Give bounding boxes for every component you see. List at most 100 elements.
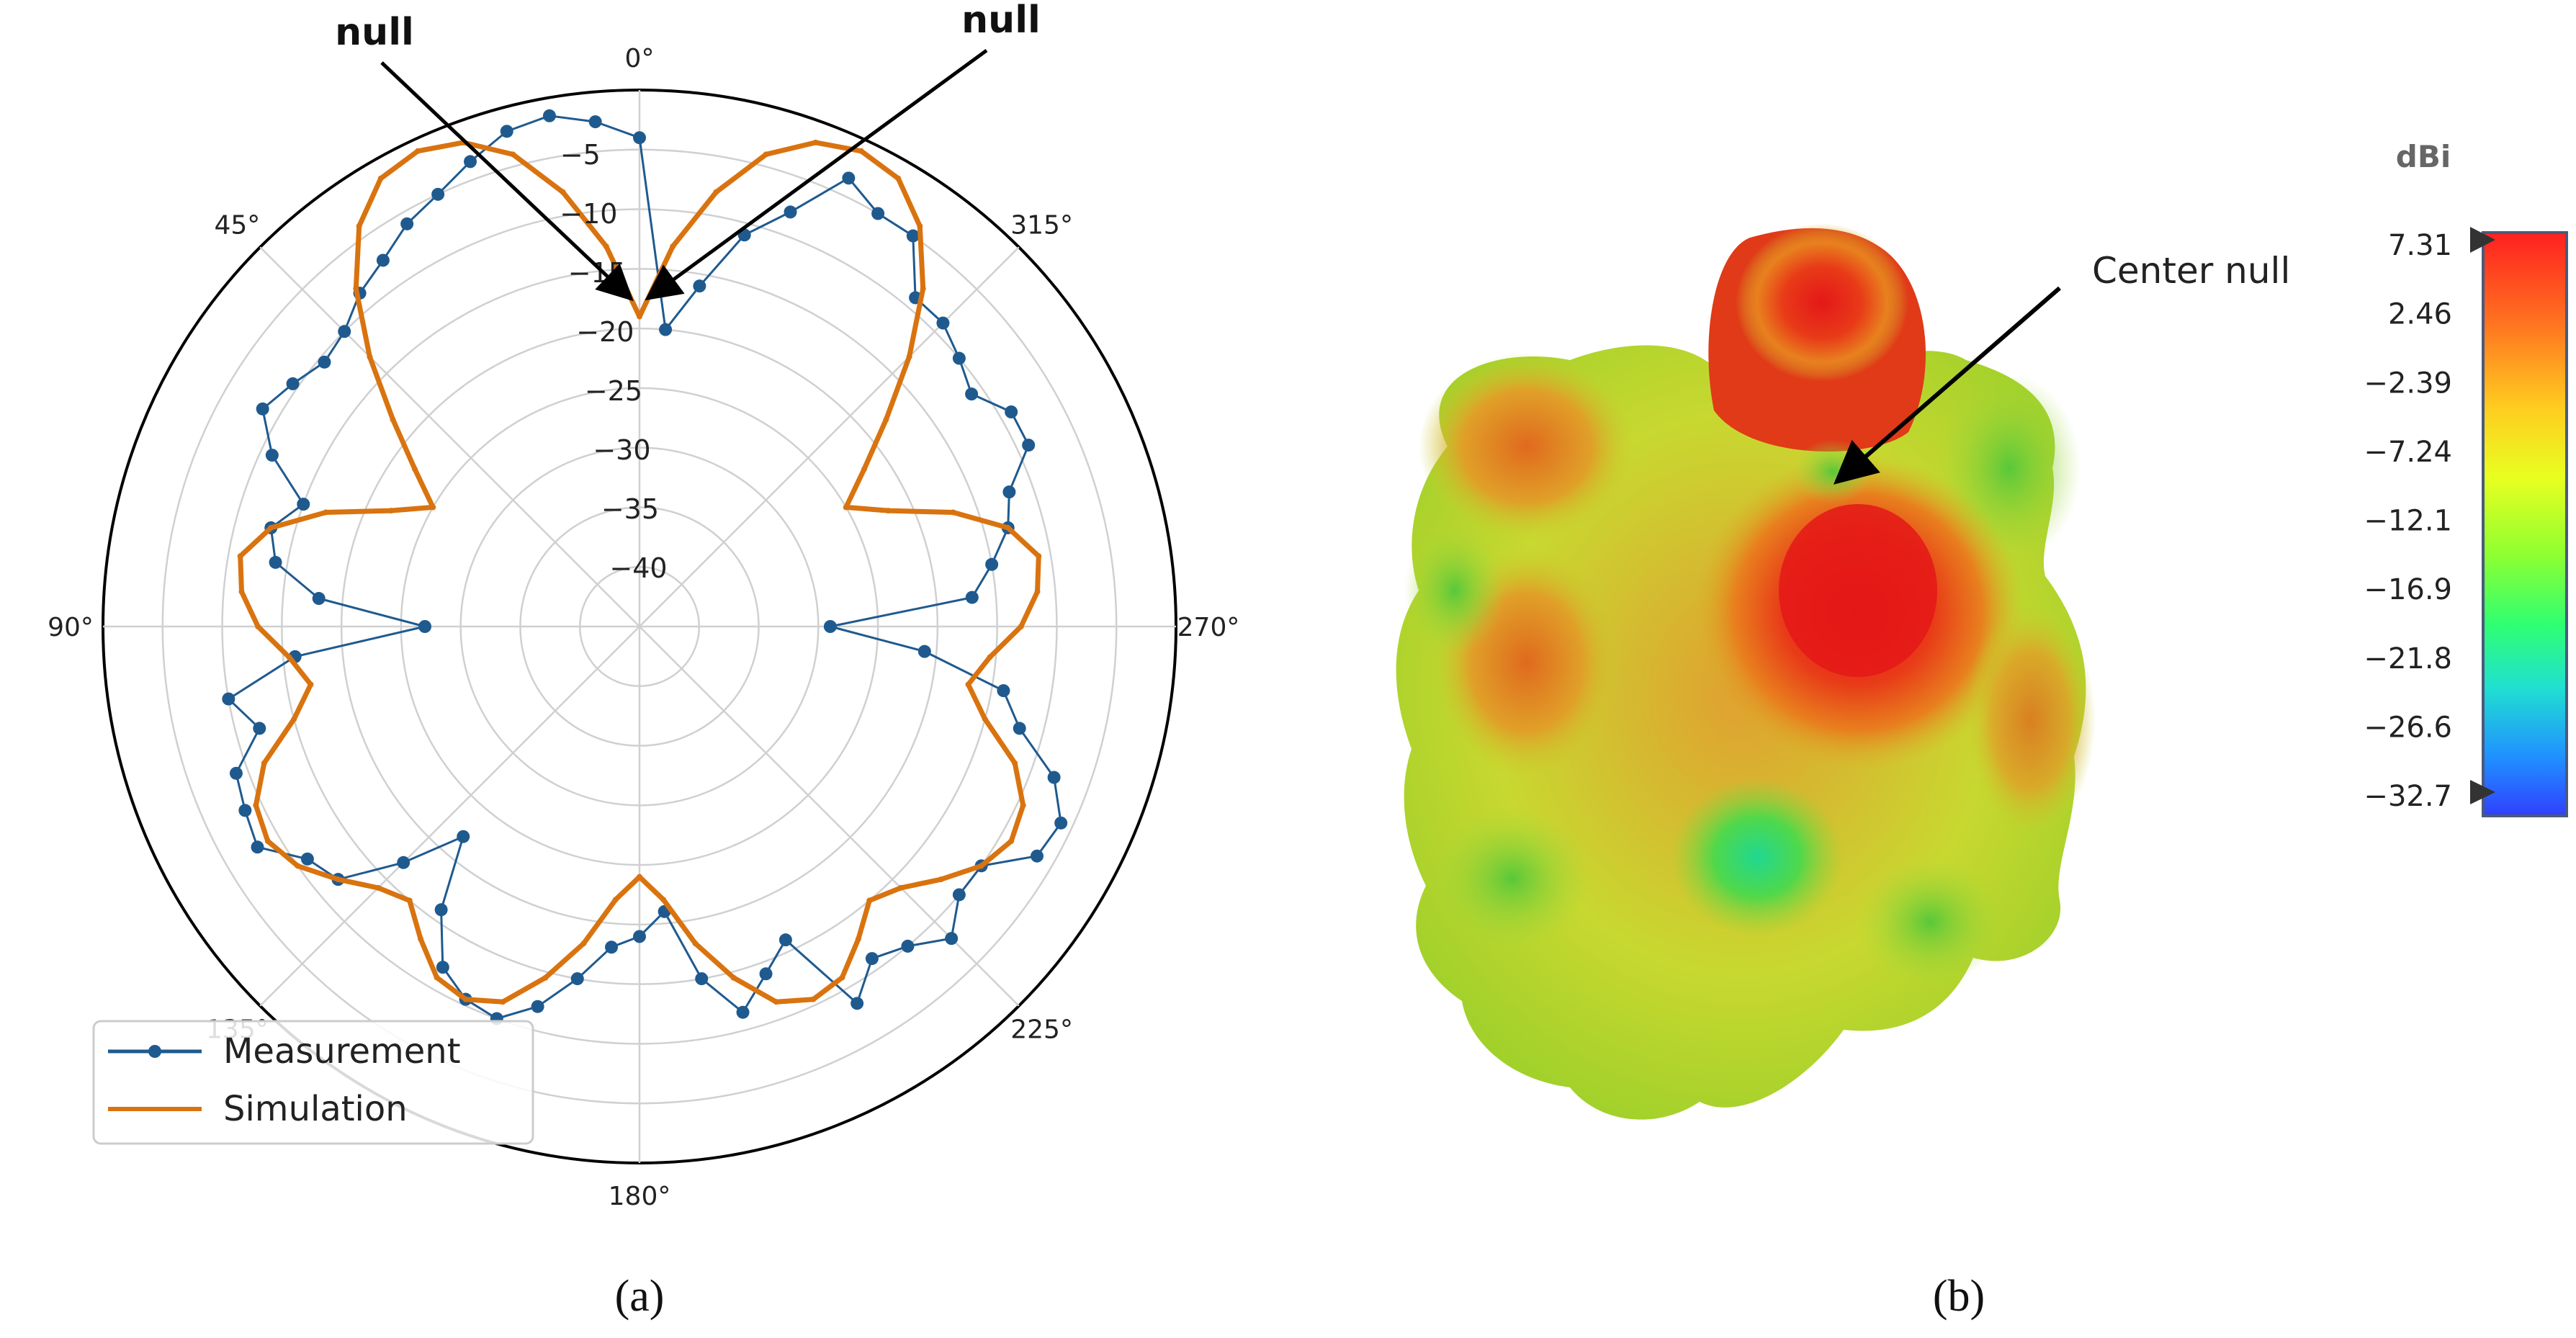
data-point-simulation	[390, 416, 396, 423]
data-point-measurement	[297, 498, 310, 511]
data-point-simulation	[1008, 838, 1015, 844]
colorbar-tick-label: −32.7	[2364, 780, 2452, 813]
data-point-measurement	[300, 852, 314, 866]
data-point-measurement	[286, 377, 300, 390]
data-point-simulation	[415, 148, 421, 154]
angle-tick-label: 270°	[1177, 613, 1240, 642]
angle-tick-label: 45°	[214, 210, 260, 240]
data-point-measurement	[269, 555, 282, 569]
angle-tick-label: 225°	[1010, 1015, 1073, 1045]
data-point-measurement	[338, 325, 351, 338]
data-point-measurement	[633, 131, 646, 145]
data-point-simulation	[1018, 624, 1024, 629]
data-point-simulation	[462, 996, 469, 1002]
data-point-measurement	[842, 171, 856, 185]
polar-chart: −5−10−15−20−25−30−35−40 0°45°90°135°180°…	[48, 0, 1239, 1321]
angle-tick-label: 315°	[1010, 210, 1073, 240]
data-point-measurement	[965, 591, 979, 604]
data-point-measurement	[823, 620, 837, 633]
radial-tick-label: −35	[601, 493, 659, 525]
angle-tick-label: 90°	[48, 613, 94, 642]
data-point-measurement	[397, 856, 410, 869]
colorbar-bottom-marker-icon	[2470, 780, 2495, 804]
data-point-measurement	[605, 940, 619, 954]
data-point-simulation	[430, 504, 436, 511]
data-point-simulation	[812, 139, 819, 145]
data-point-measurement	[865, 952, 879, 966]
lower-green-spot	[1671, 778, 1844, 936]
data-point-measurement	[318, 355, 331, 369]
data-point-measurement	[253, 722, 266, 735]
data-point-simulation	[377, 175, 384, 181]
radial-tick-label: −5	[560, 139, 601, 171]
3d-radiation-pattern: Center null dBi 7.31 2.46 −2.39 −7.24 −12.1 −…	[1396, 139, 2568, 1321]
radial-tick-label: −10	[560, 198, 617, 230]
right-mid-orange	[1966, 605, 2096, 835]
data-point-measurement	[759, 967, 773, 981]
colorbar-tick-label: −26.6	[2364, 711, 2452, 744]
colorbar	[2482, 231, 2568, 817]
data-point-simulation	[264, 838, 271, 844]
data-point-simulation	[692, 940, 699, 947]
data-point-simulation	[843, 504, 849, 511]
data-point-simulation	[253, 802, 259, 809]
data-point-simulation	[353, 285, 359, 292]
data-point-simulation	[238, 588, 245, 595]
angle-tick-label: 180°	[609, 1182, 671, 1211]
data-point-measurement	[965, 387, 979, 401]
data-point-simulation	[308, 681, 314, 688]
colorbar-tick-label: −7.24	[2364, 436, 2452, 469]
data-point-measurement	[997, 684, 1010, 698]
top-lobe-highlight	[1736, 223, 1908, 382]
data-point-measurement	[431, 187, 445, 201]
data-point-measurement	[251, 840, 264, 854]
data-point-simulation	[810, 996, 817, 1002]
angle-tick-label: 0°	[625, 44, 655, 73]
legend: Measurement Simulation	[92, 1020, 534, 1145]
data-point-measurement	[695, 972, 709, 986]
data-point-simulation	[367, 354, 373, 360]
colorbar-tick-label: 2.46	[2388, 298, 2452, 331]
data-point-simulation	[906, 354, 912, 360]
data-point-measurement	[542, 109, 556, 122]
data-point-measurement	[917, 645, 931, 658]
data-point-simulation	[500, 999, 506, 1005]
data-point-simulation	[1020, 802, 1026, 809]
colorbar-tick-label: −2.39	[2364, 367, 2452, 400]
data-point-simulation	[950, 509, 956, 516]
data-point-simulation	[660, 897, 667, 903]
data-point-simulation	[866, 897, 873, 904]
colorbar-tick-label: −12.1	[2364, 505, 2452, 538]
colorbar-tick-label: 7.31	[2388, 229, 2452, 262]
data-point-measurement	[778, 933, 792, 947]
data-point-simulation	[858, 148, 864, 154]
legend-measurement-label: Measurement	[223, 1031, 461, 1072]
data-point-measurement	[851, 997, 864, 1010]
radial-tick-label: −40	[609, 552, 667, 584]
data-point-simulation	[883, 416, 889, 423]
data-point-simulation	[323, 509, 329, 516]
data-point-measurement	[1054, 816, 1068, 830]
data-point-measurement	[1022, 439, 1036, 452]
panel-label-b: (b)	[1933, 1272, 1985, 1321]
data-point-measurement	[1047, 771, 1061, 784]
legend-measurement-marker	[148, 1045, 161, 1058]
panel-label-a: (a)	[615, 1272, 665, 1321]
data-point-measurement	[693, 279, 706, 293]
data-point-simulation	[237, 553, 243, 560]
upper-left-lobe	[1419, 353, 1635, 540]
data-point-measurement	[985, 557, 999, 571]
angle-grid-line	[259, 246, 640, 627]
data-point-simulation	[387, 508, 394, 514]
data-point-measurement	[1030, 849, 1044, 863]
data-point-measurement	[936, 316, 950, 330]
data-point-measurement	[312, 592, 326, 606]
center-red-core	[1779, 504, 1937, 677]
data-point-simulation	[375, 884, 382, 891]
data-point-measurement	[256, 402, 269, 416]
data-point-simulation	[406, 897, 413, 904]
colorbar-title: dBi	[2396, 139, 2451, 174]
colorbar-tick-label: −21.8	[2364, 642, 2452, 675]
data-point-measurement	[945, 932, 959, 946]
